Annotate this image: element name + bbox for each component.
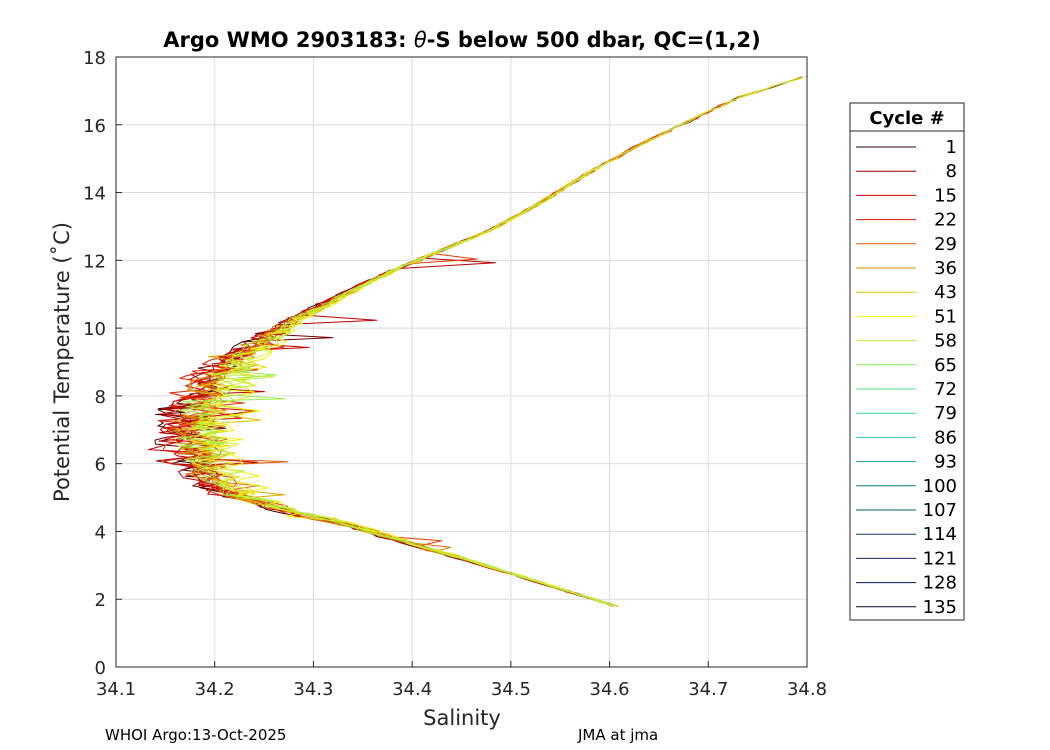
axis-ticks: 34.1 34.2 34.3 34.4 34.5 34.6 34.7 34.8 0 2 4 6 8 10 1…	[83, 48, 827, 700]
footer-source: WHOI Argo:13-Oct-2025	[105, 726, 287, 744]
legend-label: 65	[934, 355, 957, 376]
legend-label: 51	[934, 306, 957, 327]
x-axis-label: Salinity	[423, 706, 501, 730]
chart-title-theta: θ	[414, 28, 427, 52]
x-tick-label: 34.1	[96, 679, 136, 700]
x-tick-label: 34.3	[293, 679, 333, 700]
y-tick-label: 8	[95, 387, 106, 408]
x-tick-label: 34.6	[590, 679, 630, 700]
profile-line	[185, 75, 809, 607]
profile-lines	[148, 75, 809, 607]
y-tick-label: 6	[95, 455, 106, 476]
chart-title: Argo WMO 2903183: θ-S below 500 dbar, QC…	[163, 28, 760, 52]
legend-label: 107	[923, 500, 957, 521]
chart-title-prefix: Argo WMO 2903183:	[163, 28, 414, 52]
y-tick-label: 14	[83, 184, 106, 205]
legend-label: 8	[946, 161, 957, 182]
y-tick-label: 18	[83, 48, 106, 69]
legend-entries: 1 8 15 22 29 36 43 51 58 65 72 79 86 93 100 107 114 121 12…	[856, 137, 957, 618]
legend-label: 1	[946, 137, 957, 158]
legend-label: 15	[934, 185, 957, 206]
legend-label: 72	[934, 379, 957, 400]
y-tick-label: 10	[83, 319, 106, 340]
legend-label: 29	[934, 234, 957, 255]
y-tick-label: 4	[95, 522, 106, 543]
chart-title-suffix: -S below 500 dbar, QC=(1,2)	[427, 28, 761, 52]
legend-label: 100	[923, 476, 957, 497]
x-tick-label: 34.4	[392, 679, 432, 700]
y-tick-label: 16	[83, 116, 106, 137]
axes-box	[115, 56, 808, 668]
y-tick-label: 0	[95, 658, 106, 679]
legend-label: 58	[934, 331, 957, 352]
legend-label: 36	[934, 258, 957, 279]
legend-label: 43	[934, 282, 957, 303]
legend-label: 86	[934, 427, 957, 448]
legend-label: 128	[923, 573, 957, 594]
legend: Cycle # 1 8 15 22 29 36 43 51 58 65 72 79 86 93 100 107…	[849, 102, 965, 621]
x-tick-label: 34.8	[787, 679, 827, 700]
profile-line	[178, 238, 612, 607]
legend-label: 93	[934, 452, 957, 473]
x-tick-label: 34.5	[491, 679, 531, 700]
profile-line	[191, 160, 613, 607]
x-tick-label: 34.7	[688, 679, 728, 700]
legend-label: 79	[934, 403, 957, 424]
y-axis-label: Potential Temperature (˚C)	[50, 222, 74, 502]
y-tick-label: 12	[83, 251, 106, 272]
legend-title: Cycle #	[869, 108, 944, 129]
legend-label: 135	[923, 597, 957, 618]
profile-line	[197, 242, 616, 607]
legend-label: 22	[934, 210, 957, 231]
legend-label: 114	[923, 524, 957, 545]
footer-institution: JMA at jma	[578, 726, 659, 744]
x-tick-label: 34.2	[195, 679, 235, 700]
y-tick-label: 2	[95, 590, 106, 611]
legend-label: 121	[923, 548, 957, 569]
